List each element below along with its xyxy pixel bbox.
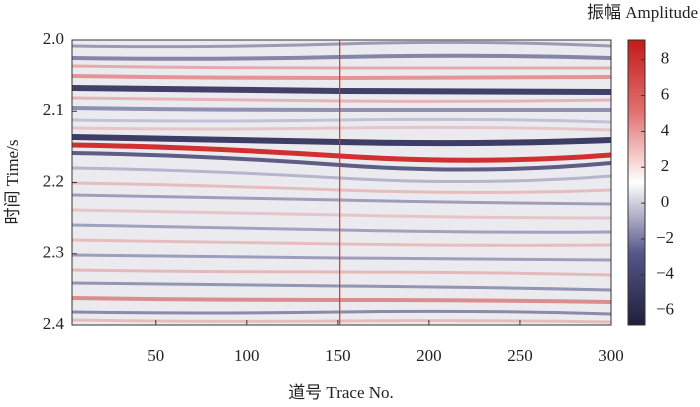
- x-tick-label: 50: [147, 346, 164, 365]
- y-tick-label: 2.4: [43, 314, 65, 333]
- y-axis-label: 时间 Time/s: [3, 140, 22, 225]
- y-tick-label: 2.3: [43, 243, 64, 262]
- y-tick-label: 2.2: [43, 171, 64, 190]
- colorbar-tick-label: 8: [661, 49, 670, 68]
- colorbar-tick-label: −6: [656, 300, 674, 319]
- colorbar-tick-label: 2: [661, 156, 670, 175]
- seismic-reflector: [72, 74, 611, 81]
- seismic-reflector: [72, 106, 611, 113]
- colorbar-tick-label: −4: [656, 264, 675, 283]
- colorbar-tick-label: −2: [656, 228, 674, 247]
- x-tick-label: 100: [234, 346, 260, 365]
- x-tick-label: 300: [598, 346, 624, 365]
- colorbar-tick-label: 0: [661, 192, 670, 211]
- y-tick-label: 2.0: [43, 29, 64, 48]
- x-tick-label: 250: [507, 346, 533, 365]
- x-tick-label: 150: [325, 346, 351, 365]
- colorbar-title: 振幅 Amplitude: [587, 3, 698, 22]
- colorbar-tick-label: 4: [661, 120, 670, 139]
- x-axis-label: 道号 Trace No.: [288, 383, 394, 402]
- colorbar: [627, 39, 646, 326]
- plot-area: [72, 40, 611, 325]
- y-tick-label: 2.1: [43, 100, 64, 119]
- seismic-reflector: [72, 318, 611, 324]
- colorbar-tick-label: 6: [661, 84, 670, 103]
- x-tick-label: 200: [416, 346, 442, 365]
